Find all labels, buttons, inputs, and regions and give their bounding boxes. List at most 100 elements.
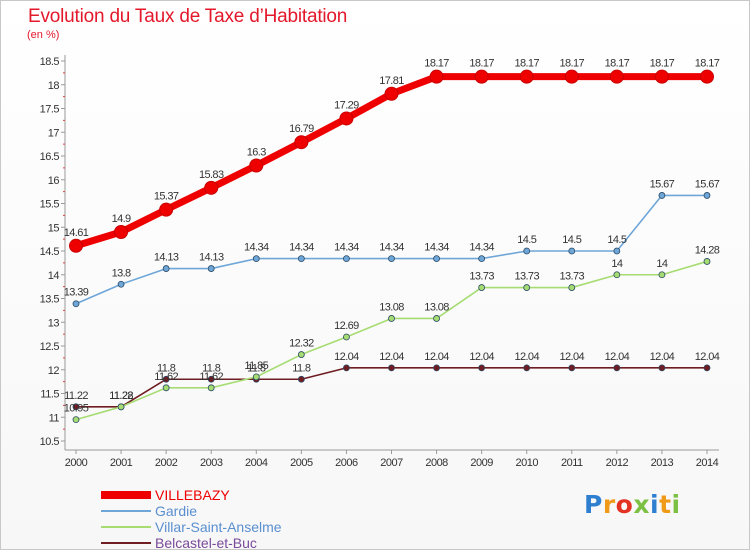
data-point [658, 271, 666, 279]
x-tick-label: 2001 [110, 457, 133, 469]
data-label: 12.04 [695, 351, 720, 363]
data-label: 12.32 [289, 338, 314, 350]
y-tick-label: 16.5 [40, 151, 60, 163]
legend-label: Villar-Saint-Anselme [155, 519, 282, 535]
data-point [343, 333, 350, 341]
data-label: 12.04 [605, 351, 630, 363]
data-label: 10.95 [64, 403, 89, 415]
data-label: 14.28 [695, 244, 720, 256]
data-point [159, 202, 174, 217]
data-point [72, 300, 80, 308]
data-point [568, 364, 576, 372]
y-tick-label: 13.5 [40, 294, 60, 306]
logo-letter: o [615, 490, 634, 519]
data-label: 14.34 [379, 242, 404, 254]
y-tick-label: 17.5 [40, 104, 60, 116]
data-point [207, 265, 215, 272]
logo-letter: i [671, 490, 681, 519]
data-label: 18.17 [560, 58, 585, 70]
data-point [703, 192, 711, 199]
data-point [207, 375, 215, 383]
x-tick-label: 2007 [380, 457, 403, 469]
data-point [519, 69, 534, 84]
data-label: 13.08 [379, 301, 404, 313]
data-label: 13.73 [514, 271, 539, 283]
data-label: 14.34 [469, 242, 494, 254]
data-label: 14.5 [517, 234, 536, 246]
data-label: 13.8 [112, 267, 131, 279]
series-line [74, 73, 707, 250]
data-label: 14 [656, 258, 668, 270]
data-point [388, 364, 395, 372]
data-point [478, 364, 486, 372]
data-label: 11.62 [199, 371, 223, 383]
y-tick-label: 17 [48, 127, 60, 139]
data-label: 11.8 [157, 362, 176, 374]
data-point [388, 315, 395, 322]
data-point [339, 111, 354, 126]
data-point [297, 255, 305, 263]
data-label: 14.34 [244, 242, 269, 254]
data-label: 18.17 [514, 58, 539, 70]
data-point [72, 403, 80, 411]
y-tick-label: 18 [48, 80, 60, 92]
logo-letter: P [584, 490, 603, 519]
data-label: 12.04 [650, 351, 675, 363]
data-label: 15.67 [695, 178, 720, 190]
legend-swatch [101, 510, 151, 512]
y-tick-label: 12 [48, 365, 60, 377]
data-point [523, 364, 531, 372]
data-label: 18.17 [469, 58, 494, 70]
data-label: 13.73 [469, 271, 494, 283]
y-tick-label: 14 [48, 270, 60, 282]
data-point [474, 69, 489, 84]
logo-letter: x [633, 490, 650, 519]
y-tick-label: 15 [48, 222, 60, 234]
data-label: 11.85 [244, 360, 268, 372]
data-point [297, 351, 305, 358]
data-point [433, 255, 440, 263]
data-point [568, 247, 576, 255]
data-label: 12.04 [334, 351, 359, 363]
chart-subtitle: (en %) [27, 29, 60, 41]
legend-label: VILLEBAZY [155, 487, 230, 503]
data-label: 14.34 [334, 242, 359, 254]
x-tick-label: 2003 [200, 457, 223, 469]
x-tick-label: 2006 [335, 457, 358, 469]
data-label: 14.5 [607, 234, 626, 246]
data-point [72, 416, 80, 424]
legend-item: Villar-Saint-Anselme [101, 519, 361, 535]
data-label: 14.13 [199, 252, 224, 264]
data-point [568, 284, 576, 291]
data-label: 14.34 [424, 242, 449, 254]
data-point [658, 364, 666, 372]
data-label: 12.04 [514, 351, 539, 363]
data-point [162, 265, 170, 272]
data-label: 12.04 [560, 351, 585, 363]
series-line [75, 260, 708, 421]
data-point [117, 280, 125, 288]
data-label: 13.08 [424, 301, 449, 313]
data-label: 12.69 [334, 320, 359, 332]
logo-letter: i [650, 490, 660, 519]
data-label: 18.17 [605, 58, 630, 70]
y-tick-label: 18.5 [40, 56, 60, 68]
chart-series [69, 69, 714, 424]
data-point [249, 158, 264, 173]
x-tick-label: 2013 [651, 457, 674, 469]
data-point [613, 247, 621, 255]
data-point [114, 225, 129, 239]
data-label: 16.3 [247, 147, 266, 159]
x-tick-label: 2012 [606, 457, 629, 469]
data-label: 16.79 [289, 123, 314, 135]
y-tick-label: 13 [48, 317, 60, 329]
data-label: 11.22 [109, 390, 133, 402]
data-label: 17.81 [379, 75, 404, 87]
data-point [384, 86, 399, 101]
y-tick-label: 15.5 [40, 199, 60, 211]
data-point [388, 255, 395, 263]
series-villar-saint-anselme [72, 258, 711, 424]
data-label: 15.67 [650, 178, 675, 190]
x-tick-label: 2011 [561, 457, 583, 469]
